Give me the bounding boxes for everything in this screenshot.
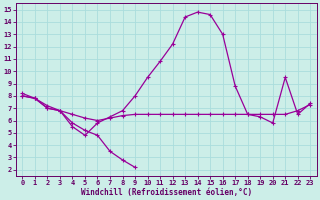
- X-axis label: Windchill (Refroidissement éolien,°C): Windchill (Refroidissement éolien,°C): [81, 188, 252, 197]
